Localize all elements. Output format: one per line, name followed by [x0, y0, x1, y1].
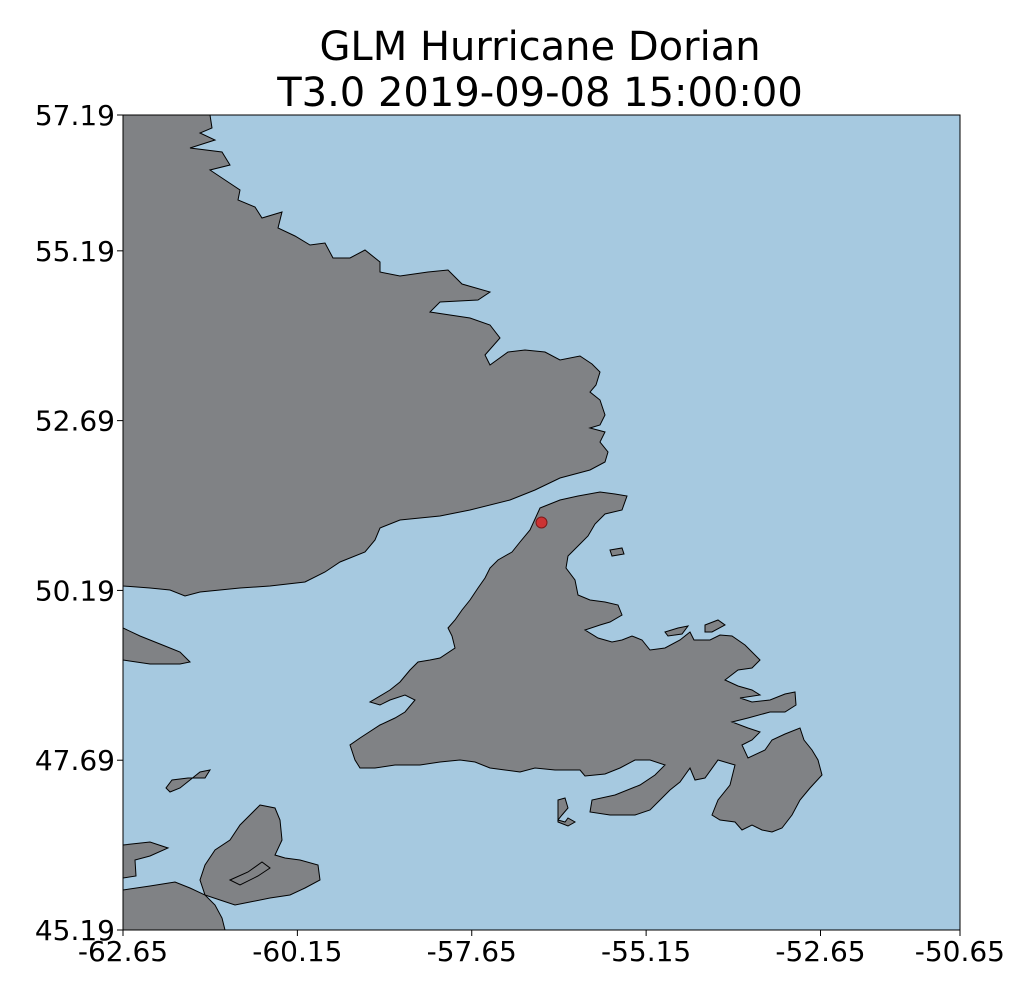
- x-tick-label: -62.65: [78, 935, 168, 968]
- land-saint-pierre: [557, 797, 577, 827]
- land-newfoundland: [349, 491, 823, 833]
- land-southwest-corner: [123, 881, 226, 930]
- y-tick-label: 50.19: [35, 574, 115, 607]
- x-axis: -62.65 -60.15 -57.65 -55.15 -52.65 -50.65: [78, 930, 1005, 968]
- chart-title-line1: GLM Hurricane Dorian: [319, 24, 760, 70]
- y-tick-label: 52.69: [35, 405, 115, 438]
- plot-frame: [122, 114, 961, 931]
- land-labrador-quebec: [123, 115, 609, 597]
- map-plot-area: [122, 114, 961, 931]
- land-new-brunswick: [123, 841, 170, 879]
- marker-layer: [535, 516, 548, 529]
- y-axis: 45.19 47.69 50.19 52.69 55.19 57.19: [35, 99, 123, 947]
- storm-marker: [535, 516, 548, 529]
- land-small-island-n: [664, 625, 690, 637]
- y-tick-label: 47.69: [35, 744, 115, 777]
- x-tick-label: -50.65: [915, 935, 1005, 968]
- land-layer: [123, 115, 823, 930]
- x-tick-label: -60.15: [252, 935, 342, 968]
- x-tick-label: -52.65: [775, 935, 865, 968]
- land-anticosti: [123, 627, 192, 665]
- chart-title-line2: T3.0 2019-09-08 15:00:00: [276, 70, 803, 116]
- land-cape-breton: [165, 769, 212, 793]
- land-small-island: [609, 547, 625, 557]
- land-magdalen: [228, 861, 271, 886]
- y-tick-label: 45.19: [35, 914, 115, 947]
- x-tick-label: -57.65: [427, 935, 517, 968]
- land-small-island-ne: [704, 619, 726, 633]
- y-tick-label: 57.19: [35, 99, 115, 132]
- x-tick-label: -55.15: [601, 935, 691, 968]
- y-tick-label: 55.19: [35, 235, 115, 268]
